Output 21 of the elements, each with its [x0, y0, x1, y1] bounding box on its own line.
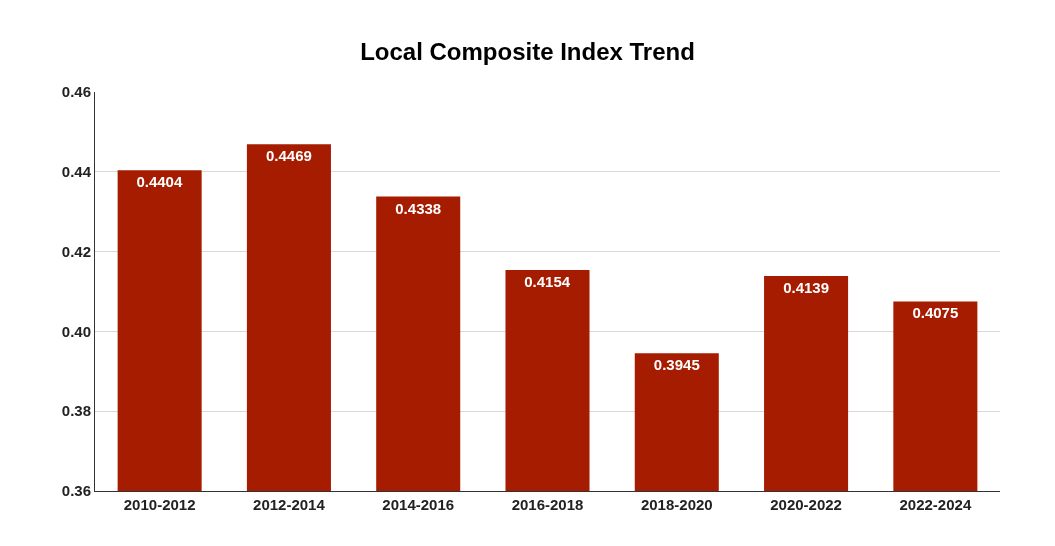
chart-title: Local Composite Index Trend [360, 38, 695, 66]
y-tick-label: 0.40 [61, 322, 91, 340]
x-tick-label: 2016-2018 [511, 496, 584, 513]
data-label: 0.3945 [653, 356, 700, 374]
y-tick-label: 0.44 [61, 163, 92, 181]
y-tick-label: 0.38 [61, 402, 91, 420]
x-tick-label: 2012-2014 [253, 496, 326, 513]
y-tick-label: 0.42 [61, 242, 91, 260]
data-label: 0.4469 [265, 147, 312, 165]
data-label: 0.4338 [395, 199, 442, 217]
x-tick-label: 2018-2020 [640, 496, 713, 513]
x-tick-label: 2014-2016 [382, 496, 455, 513]
x-tick-label: 2020-2022 [770, 496, 842, 513]
data-label: 0.4404 [136, 173, 183, 191]
data-label: 0.4075 [912, 304, 959, 322]
data-label: 0.4154 [524, 272, 571, 290]
y-tick-label: 0.36 [61, 482, 91, 500]
data-label: 0.4139 [783, 278, 830, 296]
x-tick-label: 2010-2012 [123, 496, 196, 513]
y-tick-label: 0.46 [61, 83, 91, 101]
x-tick-label: 2022-2024 [899, 496, 972, 513]
